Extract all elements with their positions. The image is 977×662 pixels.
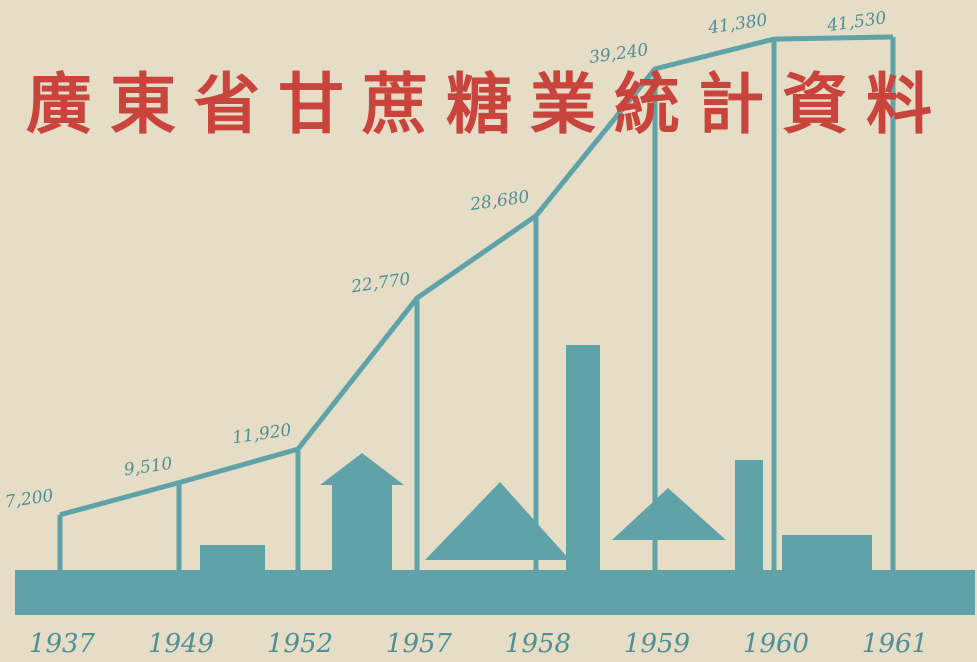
x-tick-label: 1949 xyxy=(148,629,214,659)
pagoda-roof xyxy=(612,488,726,540)
series-line xyxy=(59,34,894,518)
tower xyxy=(332,485,392,585)
building xyxy=(200,545,265,575)
chimney xyxy=(566,345,600,575)
x-tick-label: 1960 xyxy=(743,629,809,659)
x-tick-label: 1961 xyxy=(862,629,928,659)
x-tick-label: 1959 xyxy=(624,629,690,659)
x-tick-label: 1958 xyxy=(505,629,571,659)
tower-roof xyxy=(320,453,404,485)
building-right xyxy=(782,535,872,575)
ground xyxy=(15,570,975,615)
x-tick-label: 1957 xyxy=(386,629,453,659)
chimney-small xyxy=(735,460,763,575)
chart-title: 廣東省甘蔗糖業統計資料 xyxy=(26,65,950,143)
x-tick-label: 1952 xyxy=(267,629,333,659)
x-tick-label: 1937 xyxy=(29,629,96,659)
